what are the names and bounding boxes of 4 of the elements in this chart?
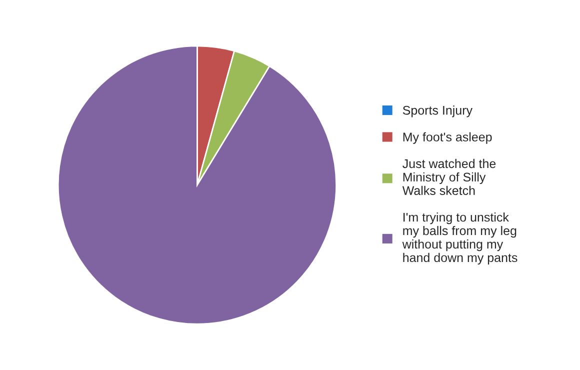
legend-label: My foot's asleep	[403, 132, 492, 144]
legend-label: Just watched the Ministry of Silly Walks sketch	[402, 158, 496, 196]
legend-label: Sports Injury	[402, 106, 472, 118]
legend-label: I'm trying to unstick my balls from my leg without putting my hand down my pants	[402, 212, 518, 265]
